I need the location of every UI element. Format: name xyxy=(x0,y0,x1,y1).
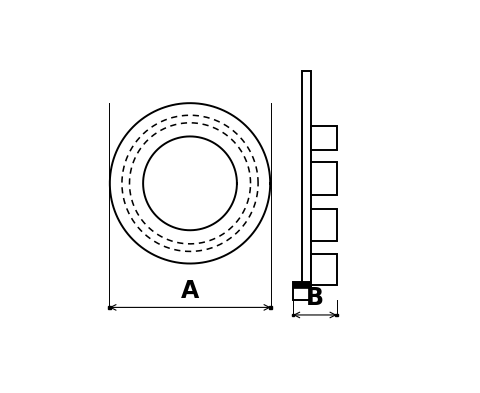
Bar xyxy=(311,209,337,241)
Bar xyxy=(293,282,311,300)
Text: B: B xyxy=(306,286,324,310)
Bar xyxy=(269,306,272,309)
Bar xyxy=(291,314,294,316)
Bar xyxy=(311,126,337,150)
Text: A: A xyxy=(181,279,199,303)
Bar xyxy=(108,306,110,309)
Bar xyxy=(293,282,311,288)
Bar xyxy=(311,162,337,195)
Bar xyxy=(336,314,338,316)
Bar xyxy=(302,72,311,300)
Bar xyxy=(311,254,337,285)
